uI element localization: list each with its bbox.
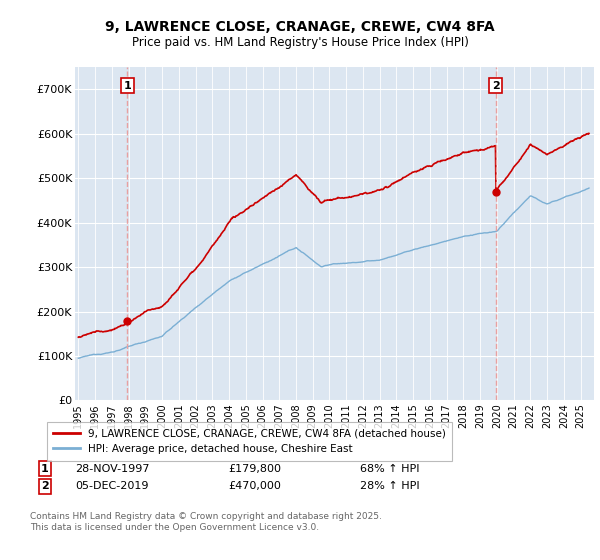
Text: Price paid vs. HM Land Registry's House Price Index (HPI): Price paid vs. HM Land Registry's House …	[131, 36, 469, 49]
Text: 05-DEC-2019: 05-DEC-2019	[75, 481, 149, 491]
Legend: 9, LAWRENCE CLOSE, CRANAGE, CREWE, CW4 8FA (detached house), HPI: Average price,: 9, LAWRENCE CLOSE, CRANAGE, CREWE, CW4 8…	[47, 422, 452, 460]
Text: 9, LAWRENCE CLOSE, CRANAGE, CREWE, CW4 8FA: 9, LAWRENCE CLOSE, CRANAGE, CREWE, CW4 8…	[105, 20, 495, 34]
Text: £470,000: £470,000	[228, 481, 281, 491]
Text: £179,800: £179,800	[228, 464, 281, 474]
Text: 68% ↑ HPI: 68% ↑ HPI	[360, 464, 419, 474]
Text: 2: 2	[41, 481, 49, 491]
Text: 28-NOV-1997: 28-NOV-1997	[75, 464, 149, 474]
Text: 28% ↑ HPI: 28% ↑ HPI	[360, 481, 419, 491]
Text: 1: 1	[41, 464, 49, 474]
Text: 1: 1	[124, 81, 131, 91]
Text: Contains HM Land Registry data © Crown copyright and database right 2025.
This d: Contains HM Land Registry data © Crown c…	[30, 512, 382, 532]
Text: 2: 2	[491, 81, 499, 91]
